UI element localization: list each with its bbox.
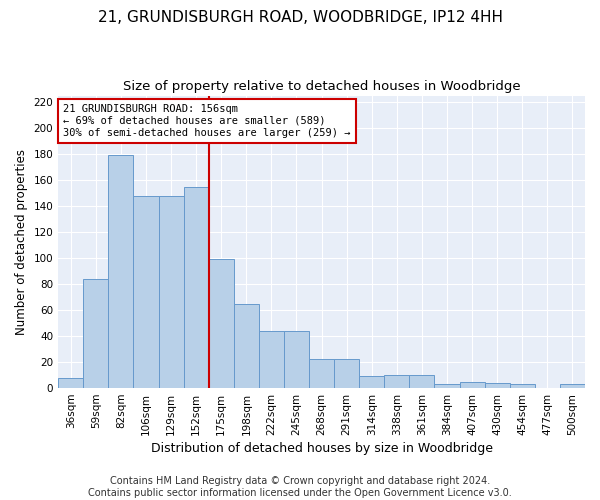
Bar xyxy=(510,384,535,388)
Bar xyxy=(259,331,284,388)
Text: 21 GRUNDISBURGH ROAD: 156sqm
← 69% of detached houses are smaller (589)
30% of s: 21 GRUNDISBURGH ROAD: 156sqm ← 69% of de… xyxy=(64,104,351,138)
Bar xyxy=(359,376,385,388)
Text: Contains HM Land Registry data © Crown copyright and database right 2024.
Contai: Contains HM Land Registry data © Crown c… xyxy=(88,476,512,498)
Text: 21, GRUNDISBURGH ROAD, WOODBRIDGE, IP12 4HH: 21, GRUNDISBURGH ROAD, WOODBRIDGE, IP12 … xyxy=(97,10,503,25)
Bar xyxy=(109,156,133,388)
Bar xyxy=(133,196,158,388)
Bar xyxy=(234,304,259,388)
Bar xyxy=(485,383,510,388)
Bar xyxy=(434,384,460,388)
Bar xyxy=(334,360,359,388)
Y-axis label: Number of detached properties: Number of detached properties xyxy=(15,149,28,335)
Bar xyxy=(184,186,209,388)
Bar xyxy=(83,279,109,388)
Bar xyxy=(284,331,309,388)
Bar xyxy=(209,260,234,388)
Bar xyxy=(385,375,409,388)
Bar xyxy=(58,378,83,388)
Bar xyxy=(409,375,434,388)
Bar xyxy=(560,384,585,388)
Bar xyxy=(158,196,184,388)
Title: Size of property relative to detached houses in Woodbridge: Size of property relative to detached ho… xyxy=(123,80,520,93)
Bar xyxy=(309,360,334,388)
Bar xyxy=(460,382,485,388)
X-axis label: Distribution of detached houses by size in Woodbridge: Distribution of detached houses by size … xyxy=(151,442,493,455)
